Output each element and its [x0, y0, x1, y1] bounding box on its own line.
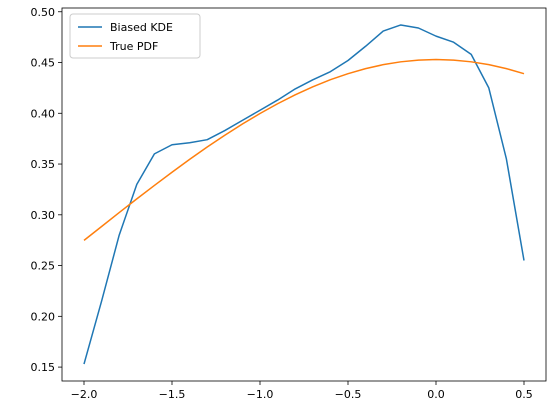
y-tick-label: 0.15 [31, 361, 56, 374]
y-tick-label: 0.50 [31, 6, 56, 19]
y-tick-label: 0.35 [31, 158, 56, 171]
x-tick-label: −1.0 [247, 388, 274, 401]
x-tick-label: 0.0 [427, 388, 445, 401]
x-tick-label: 0.5 [515, 388, 533, 401]
y-tick-label: 0.45 [31, 57, 56, 70]
x-tick-label: −0.5 [335, 388, 362, 401]
y-tick-label: 0.40 [31, 107, 56, 120]
legend-box [69, 13, 201, 59]
y-tick-label: 0.30 [31, 209, 56, 222]
y-tick-label: 0.25 [31, 260, 56, 273]
plot-frame [61, 7, 547, 382]
series-line [83, 58, 525, 241]
x-tick-label: −1.5 [159, 388, 186, 401]
legend-label: Biased KDE [110, 21, 173, 34]
x-tick-label: −2.0 [71, 388, 98, 401]
series-line [83, 24, 525, 365]
legend-label: True PDF [109, 40, 158, 53]
y-tick-label: 0.20 [31, 310, 56, 323]
